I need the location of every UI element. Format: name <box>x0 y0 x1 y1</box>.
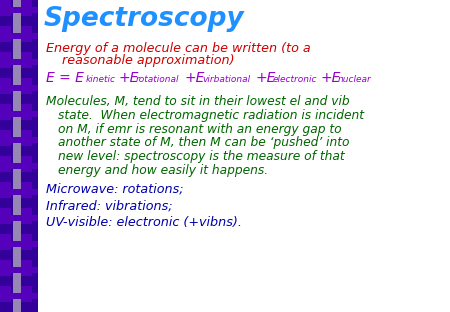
Bar <box>0 33 38 39</box>
Bar <box>13 39 21 52</box>
Bar <box>21 26 32 42</box>
Bar <box>21 52 32 68</box>
Bar <box>13 104 21 111</box>
Bar <box>0 286 11 302</box>
Bar <box>0 0 38 312</box>
Bar <box>0 208 11 224</box>
Bar <box>21 208 32 224</box>
Text: rotational: rotational <box>136 75 180 84</box>
Bar <box>13 13 21 26</box>
Text: +E: +E <box>119 71 140 85</box>
Bar <box>21 0 32 16</box>
Bar <box>21 104 32 120</box>
Bar <box>13 117 21 130</box>
Bar <box>13 247 21 260</box>
Bar <box>13 78 21 85</box>
Bar <box>21 156 32 172</box>
Text: +E: +E <box>256 71 276 85</box>
Bar <box>21 182 32 198</box>
Bar <box>13 299 21 312</box>
Bar <box>0 163 38 169</box>
Bar <box>13 234 21 241</box>
Text: reasonable approximation): reasonable approximation) <box>46 54 234 67</box>
Bar <box>13 0 21 7</box>
Bar <box>0 104 11 120</box>
Bar <box>21 260 32 276</box>
Bar <box>13 130 21 137</box>
Bar <box>13 52 21 59</box>
Bar <box>0 26 11 42</box>
Bar <box>13 65 21 78</box>
Bar <box>13 143 21 156</box>
Text: electronic: electronic <box>273 75 318 84</box>
Bar <box>0 267 38 273</box>
Text: +E: +E <box>321 71 342 85</box>
Bar <box>0 52 11 68</box>
Bar <box>0 130 11 146</box>
Text: another state of M, then M can be ‘pushed’ into: another state of M, then M can be ‘pushe… <box>58 136 350 149</box>
Text: Microwave: rotations;: Microwave: rotations; <box>46 183 184 196</box>
Bar <box>21 78 32 94</box>
Bar <box>0 137 38 143</box>
Bar <box>0 85 38 91</box>
Bar <box>13 26 21 33</box>
Text: energy and how easily it happens.: energy and how easily it happens. <box>58 164 268 177</box>
Bar <box>0 215 38 221</box>
Text: E = E: E = E <box>46 71 84 85</box>
Bar <box>0 260 11 276</box>
Bar <box>0 189 38 195</box>
Text: virbational: virbational <box>202 75 250 84</box>
Text: nuclear: nuclear <box>338 75 372 84</box>
Bar <box>21 286 32 302</box>
Bar <box>0 241 38 247</box>
Text: new level: spectroscopy is the measure of that: new level: spectroscopy is the measure o… <box>58 150 345 163</box>
Bar <box>13 273 21 286</box>
Bar <box>21 130 32 146</box>
Text: state.  When electromagnetic radiation is incident: state. When electromagnetic radiation is… <box>58 109 364 122</box>
Bar <box>13 221 21 234</box>
Text: +E: +E <box>185 71 205 85</box>
Bar <box>13 169 21 182</box>
Bar <box>0 234 11 250</box>
Text: Molecules, M, tend to sit in their lowest el and vib: Molecules, M, tend to sit in their lowes… <box>46 95 350 108</box>
Bar <box>0 111 38 117</box>
Bar <box>0 0 11 16</box>
Bar <box>21 234 32 250</box>
Text: kinetic: kinetic <box>86 75 116 84</box>
Text: Infrared: vibrations;: Infrared: vibrations; <box>46 199 172 212</box>
Bar <box>13 156 21 163</box>
Bar <box>13 208 21 215</box>
Bar <box>0 78 11 94</box>
Bar <box>0 59 38 65</box>
Text: Energy of a molecule can be written (to a: Energy of a molecule can be written (to … <box>46 42 311 55</box>
Text: Spectroscopy: Spectroscopy <box>44 6 245 32</box>
Bar <box>13 182 21 189</box>
Text: on M, if emr is resonant with an energy gap to: on M, if emr is resonant with an energy … <box>58 123 342 136</box>
Bar <box>13 91 21 104</box>
Bar <box>13 260 21 267</box>
Bar <box>0 7 38 13</box>
Bar <box>0 182 11 198</box>
Bar <box>0 156 11 172</box>
Bar <box>13 286 21 293</box>
Bar <box>13 195 21 208</box>
Bar <box>0 293 38 299</box>
Text: UV-visible: electronic (+vibns).: UV-visible: electronic (+vibns). <box>46 216 242 229</box>
